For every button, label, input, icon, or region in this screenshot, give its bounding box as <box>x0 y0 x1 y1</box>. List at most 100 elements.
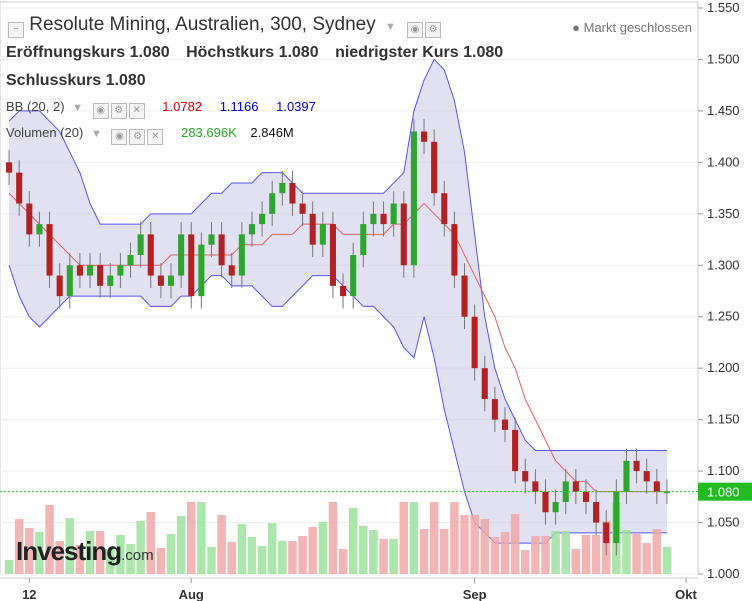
candle-body <box>107 275 114 286</box>
y-tick-label: 1.450 <box>707 103 740 118</box>
volume-bar <box>156 548 166 574</box>
gear-icon[interactable]: ⚙ <box>425 22 442 38</box>
volume-bar <box>126 544 135 574</box>
volume-bar <box>288 541 297 574</box>
volume-bar <box>440 529 449 574</box>
candle-body <box>157 275 164 286</box>
ohlc-row: Eröffnungskurs 1.080 Höchstkurs 1.080 ni… <box>6 44 515 62</box>
close-icon[interactable]: ✕ <box>128 103 145 119</box>
candle-body <box>309 213 316 245</box>
y-tick-label: 1.400 <box>707 154 740 169</box>
y-tick-label: 1.200 <box>707 360 740 375</box>
candlesticks <box>6 119 670 556</box>
collapse-icon[interactable]: − <box>8 22 24 38</box>
candle-body <box>512 429 519 472</box>
volume-bar <box>642 543 651 574</box>
candle-body <box>441 193 448 225</box>
eye-icon[interactable]: ◉ <box>407 22 424 38</box>
chevron-down-icon[interactable]: ▼ <box>72 102 84 114</box>
volume-bar <box>551 531 560 574</box>
candle-body <box>593 501 600 523</box>
low-value: 1.080 <box>463 44 504 61</box>
volume-bar <box>318 522 328 574</box>
volume-bar <box>237 524 247 574</box>
last-price-badge <box>698 482 752 501</box>
investing-logo: Investing.com <box>16 536 154 566</box>
close-label: Schlusskurs <box>6 72 102 89</box>
volume-bar <box>176 516 186 574</box>
volume-bar <box>298 536 307 574</box>
volume-bar <box>35 532 44 574</box>
volume-bar <box>348 508 358 574</box>
candle-body <box>420 131 428 142</box>
volume-bar <box>55 541 64 574</box>
candle-body <box>542 491 549 513</box>
candle-body <box>228 265 235 276</box>
chevron-down-icon[interactable]: ▼ <box>90 128 102 140</box>
gear-icon[interactable]: ⚙ <box>110 103 127 119</box>
y-tick-label: 1.250 <box>707 309 740 324</box>
candle-body <box>613 491 620 544</box>
candle-body <box>501 419 509 430</box>
candle-body <box>319 224 326 245</box>
volume-bar <box>480 519 490 574</box>
candle-body <box>167 275 175 286</box>
volume-bar <box>267 523 277 574</box>
candle-body <box>329 224 336 286</box>
candle-body <box>582 491 590 502</box>
candle-body <box>532 481 539 492</box>
candle-body <box>431 141 438 194</box>
volume-bar <box>500 532 510 574</box>
candle-body <box>218 234 225 266</box>
candle-body <box>350 254 357 297</box>
candle-body <box>259 213 266 225</box>
volume-bar <box>308 527 317 574</box>
candle-body <box>410 131 417 266</box>
volume-bar <box>217 515 226 574</box>
volume-bar <box>45 505 54 574</box>
candle-body <box>46 224 53 276</box>
volume-bar <box>197 502 206 574</box>
volume-bar <box>85 531 95 574</box>
volume-bar <box>520 550 530 574</box>
chart-title-row: − Resolute Mining, Australien, 300, Sydn… <box>6 14 442 38</box>
y-tick-label: 1.300 <box>707 257 740 272</box>
candle-body <box>643 471 650 482</box>
bb-mid-value: 1.0782 <box>162 99 203 114</box>
bb-upper-value: 1.1166 <box>219 99 259 114</box>
y-tick-label: 1.000 <box>707 566 740 581</box>
candle-body <box>56 275 63 297</box>
gear-icon[interactable]: ⚙ <box>129 129 146 145</box>
volume-bar <box>278 541 287 574</box>
candle-body <box>299 203 306 214</box>
candle-body <box>522 471 529 482</box>
volume-bar <box>14 519 24 574</box>
volume-bar <box>429 502 439 574</box>
volume-bar <box>328 502 338 574</box>
last-price-text: 1.080 <box>707 485 740 500</box>
candle-body <box>370 213 377 225</box>
volume-bar <box>622 530 631 574</box>
volume-bar <box>166 534 176 574</box>
volume-bar <box>652 529 662 574</box>
volume-bar <box>369 530 378 574</box>
chevron-down-icon[interactable]: ▼ <box>385 21 396 33</box>
volume-bar <box>227 542 236 574</box>
volume-bar <box>75 545 85 574</box>
volume-bars <box>4 502 672 574</box>
candle-body <box>471 316 478 369</box>
volume-bar <box>581 535 591 574</box>
candle-body <box>380 213 387 225</box>
eye-icon[interactable]: ◉ <box>92 103 109 119</box>
volume-ma-value: 2.846M <box>250 125 294 140</box>
candle-body <box>289 182 296 204</box>
eye-icon[interactable]: ◉ <box>111 129 128 145</box>
candle-body <box>279 182 286 194</box>
close-icon[interactable]: ✕ <box>147 129 164 145</box>
volume-bar <box>399 502 409 574</box>
volume-bar <box>460 515 469 574</box>
volume-bar <box>409 502 419 574</box>
volume-bar <box>106 549 115 574</box>
x-tick-label: Okt <box>675 587 697 601</box>
